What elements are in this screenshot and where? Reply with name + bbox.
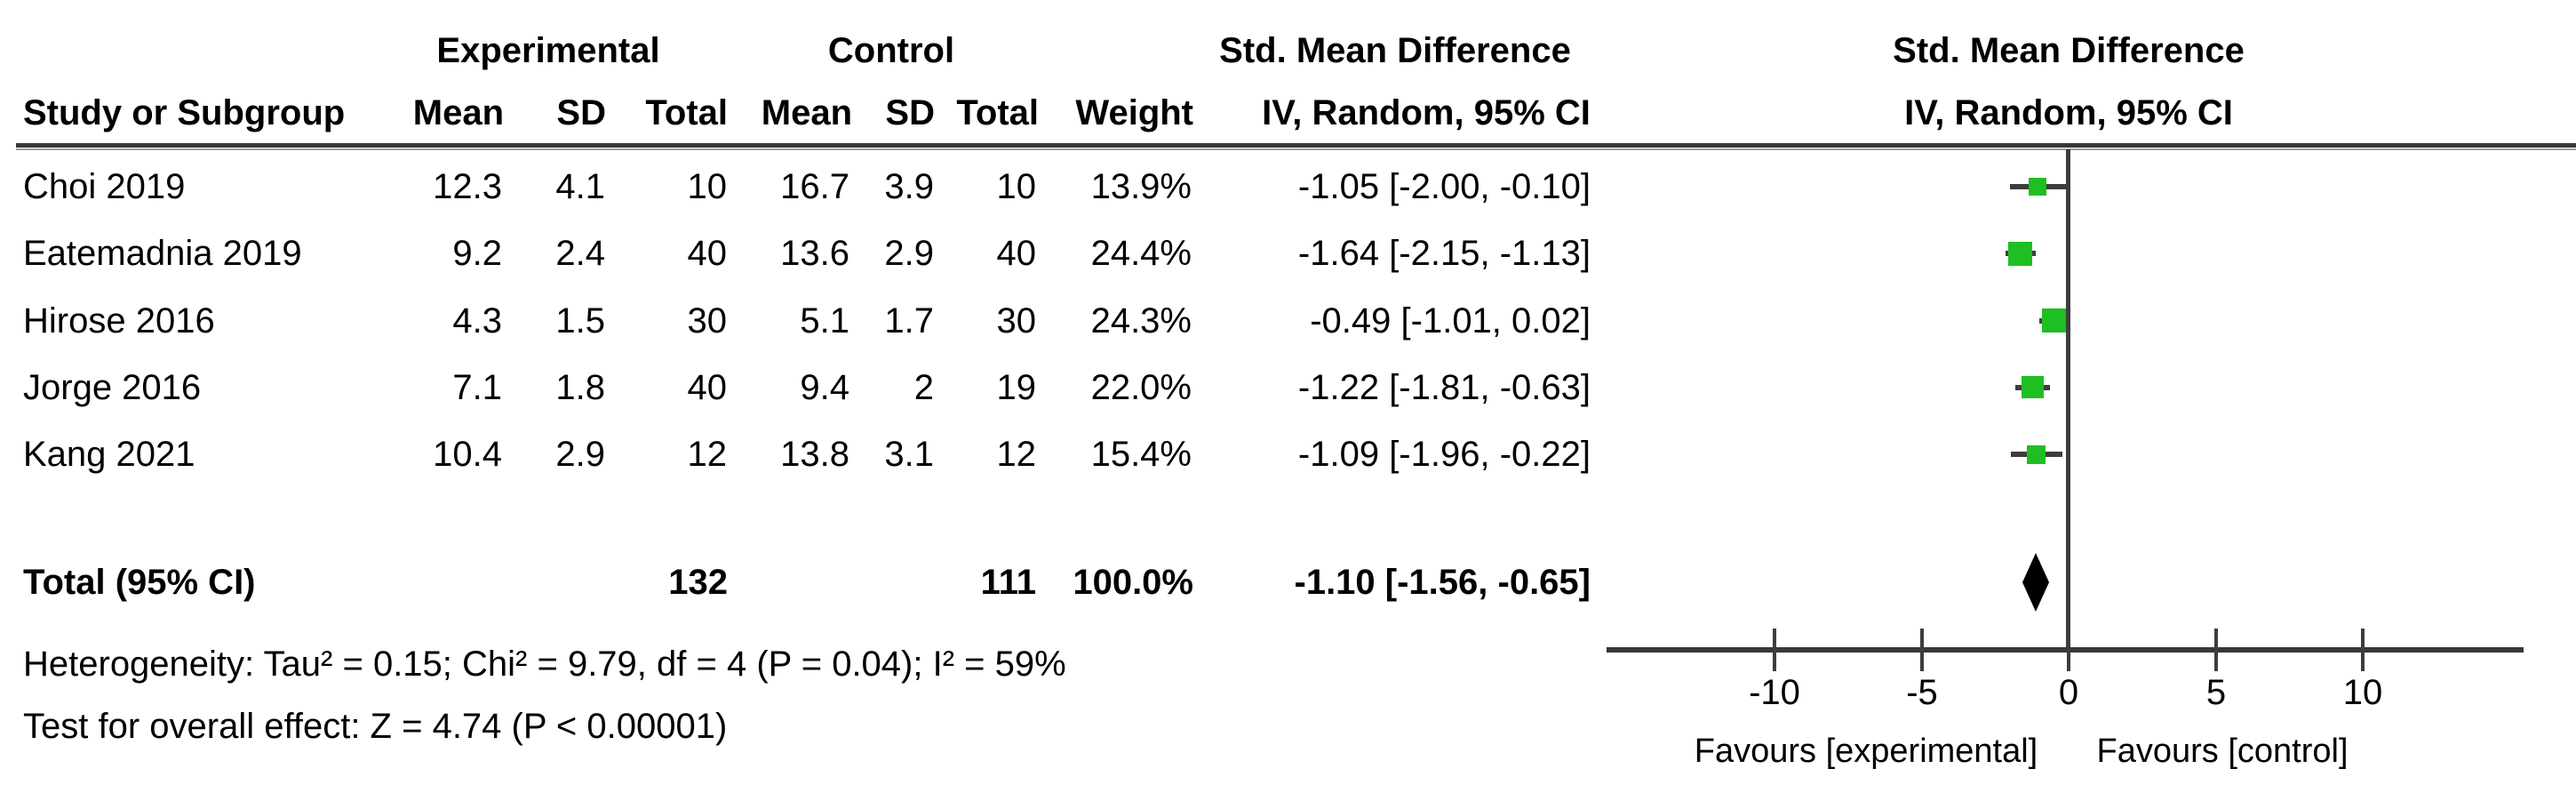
column-header-weight: Weight: [1075, 93, 1193, 132]
plot-header-method: IV, Random, 95% CI: [1904, 93, 2233, 132]
weight: 13.9%: [1090, 167, 1192, 206]
exp-sd: 4.1: [555, 167, 605, 206]
exp-mean: 7.1: [452, 368, 502, 407]
ci-value: -0.49 [-1.01, 0.02]: [1310, 301, 1591, 340]
total-label: Total (95% CI): [23, 563, 256, 602]
total-ctl-total: 111: [980, 563, 1036, 602]
ctl-mean: 16.7: [780, 167, 849, 206]
ci-value: -1.22 [-1.81, -0.63]: [1297, 368, 1591, 407]
exp-total: 12: [687, 435, 728, 474]
ctl-total: 12: [996, 435, 1037, 474]
ci-value: -1.09 [-1.96, -0.22]: [1297, 435, 1591, 474]
column-group-experimental: Experimental: [436, 31, 660, 70]
ctl-mean: 13.8: [780, 435, 849, 474]
effect-square: [2042, 308, 2066, 332]
study-name: Kang 2021: [23, 435, 195, 474]
weight: 24.3%: [1090, 301, 1192, 340]
ci-value: -1.64 [-2.15, -1.13]: [1297, 234, 1591, 273]
effect-square: [2027, 445, 2046, 464]
exp-total: 40: [687, 234, 728, 273]
x-axis-tick: [2361, 629, 2365, 671]
ctl-sd: 3.9: [884, 167, 934, 206]
column-header-exp-total: Total: [645, 93, 728, 132]
ctl-sd: 3.1: [884, 435, 934, 474]
overall-effect-text: Test for overall effect: Z = 4.74 (P < 0…: [23, 707, 728, 746]
zero-line: [2066, 149, 2070, 647]
weight: 15.4%: [1090, 435, 1192, 474]
effect-square: [2022, 376, 2044, 398]
x-axis-tick-label: -10: [1749, 673, 1800, 712]
column-header-study: Study or Subgroup: [23, 93, 346, 132]
x-axis-tick: [2214, 629, 2218, 671]
x-axis-tick: [2067, 629, 2070, 671]
study-name: Hirose 2016: [23, 301, 215, 340]
weight: 22.0%: [1090, 368, 1192, 407]
ctl-sd: 1.7: [884, 301, 934, 340]
plot-header-effect: Std. Mean Difference: [1893, 31, 2245, 70]
ctl-mean: 9.4: [800, 368, 849, 407]
ctl-sd: 2.9: [884, 234, 934, 273]
x-axis-line: [1607, 647, 2524, 653]
column-group-control: Control: [827, 31, 955, 70]
exp-sd: 1.5: [555, 301, 605, 340]
x-axis-tick-label: 5: [2205, 673, 2227, 712]
exp-sd: 2.9: [555, 435, 605, 474]
x-axis-tick-label: 0: [2058, 673, 2079, 712]
ctl-total: 30: [996, 301, 1037, 340]
study-name: Choi 2019: [23, 167, 186, 206]
column-header-exp-mean: Mean: [412, 93, 504, 132]
heterogeneity-text: Heterogeneity: Tau² = 0.15; Chi² = 9.79,…: [23, 645, 1066, 684]
x-axis-tick: [1920, 629, 1924, 671]
favours-right-label: Favours [control]: [2096, 733, 2349, 770]
column-group-effect: Std. Mean Difference: [1219, 31, 1571, 70]
ctl-mean: 5.1: [800, 301, 849, 340]
ctl-mean: 13.6: [780, 234, 849, 273]
total-ci: -1.10 [-1.56, -0.65]: [1294, 563, 1591, 602]
total-exp-total: 132: [668, 563, 728, 602]
ctl-sd: 2: [913, 368, 934, 407]
header-separator-shadow: [16, 148, 2576, 150]
exp-total: 10: [687, 167, 728, 206]
study-name: Jorge 2016: [23, 368, 202, 407]
column-header-ctl-total: Total: [956, 93, 1039, 132]
column-header-ctl-sd: SD: [885, 93, 935, 132]
favours-left-label: Favours [experimental]: [1694, 733, 2038, 770]
ctl-total: 40: [996, 234, 1037, 273]
x-axis-tick: [1773, 629, 1776, 671]
exp-mean: 4.3: [452, 301, 502, 340]
effect-square: [2008, 242, 2032, 266]
effect-square: [2029, 178, 2046, 196]
exp-sd: 1.8: [555, 368, 605, 407]
column-header-exp-sd: SD: [556, 93, 606, 132]
total-weight: 100.0%: [1073, 563, 1193, 602]
exp-mean: 10.4: [433, 435, 502, 474]
exp-mean: 12.3: [433, 167, 502, 206]
study-name: Eatemadnia 2019: [23, 234, 302, 273]
ctl-total: 10: [996, 167, 1037, 206]
exp-mean: 9.2: [452, 234, 502, 273]
pooled-effect-diamond: [2022, 553, 2049, 612]
x-axis-tick-label: 10: [2342, 673, 2383, 712]
ci-value: -1.05 [-2.00, -0.10]: [1297, 167, 1591, 206]
column-header-method: IV, Random, 95% CI: [1262, 93, 1591, 132]
exp-sd: 2.4: [555, 234, 605, 273]
weight: 24.4%: [1090, 234, 1192, 273]
exp-total: 30: [687, 301, 728, 340]
ctl-total: 19: [996, 368, 1037, 407]
x-axis-tick-label: -5: [1906, 673, 1938, 712]
exp-total: 40: [687, 368, 728, 407]
column-header-ctl-mean: Mean: [761, 93, 852, 132]
header-separator-line: [16, 143, 2576, 148]
